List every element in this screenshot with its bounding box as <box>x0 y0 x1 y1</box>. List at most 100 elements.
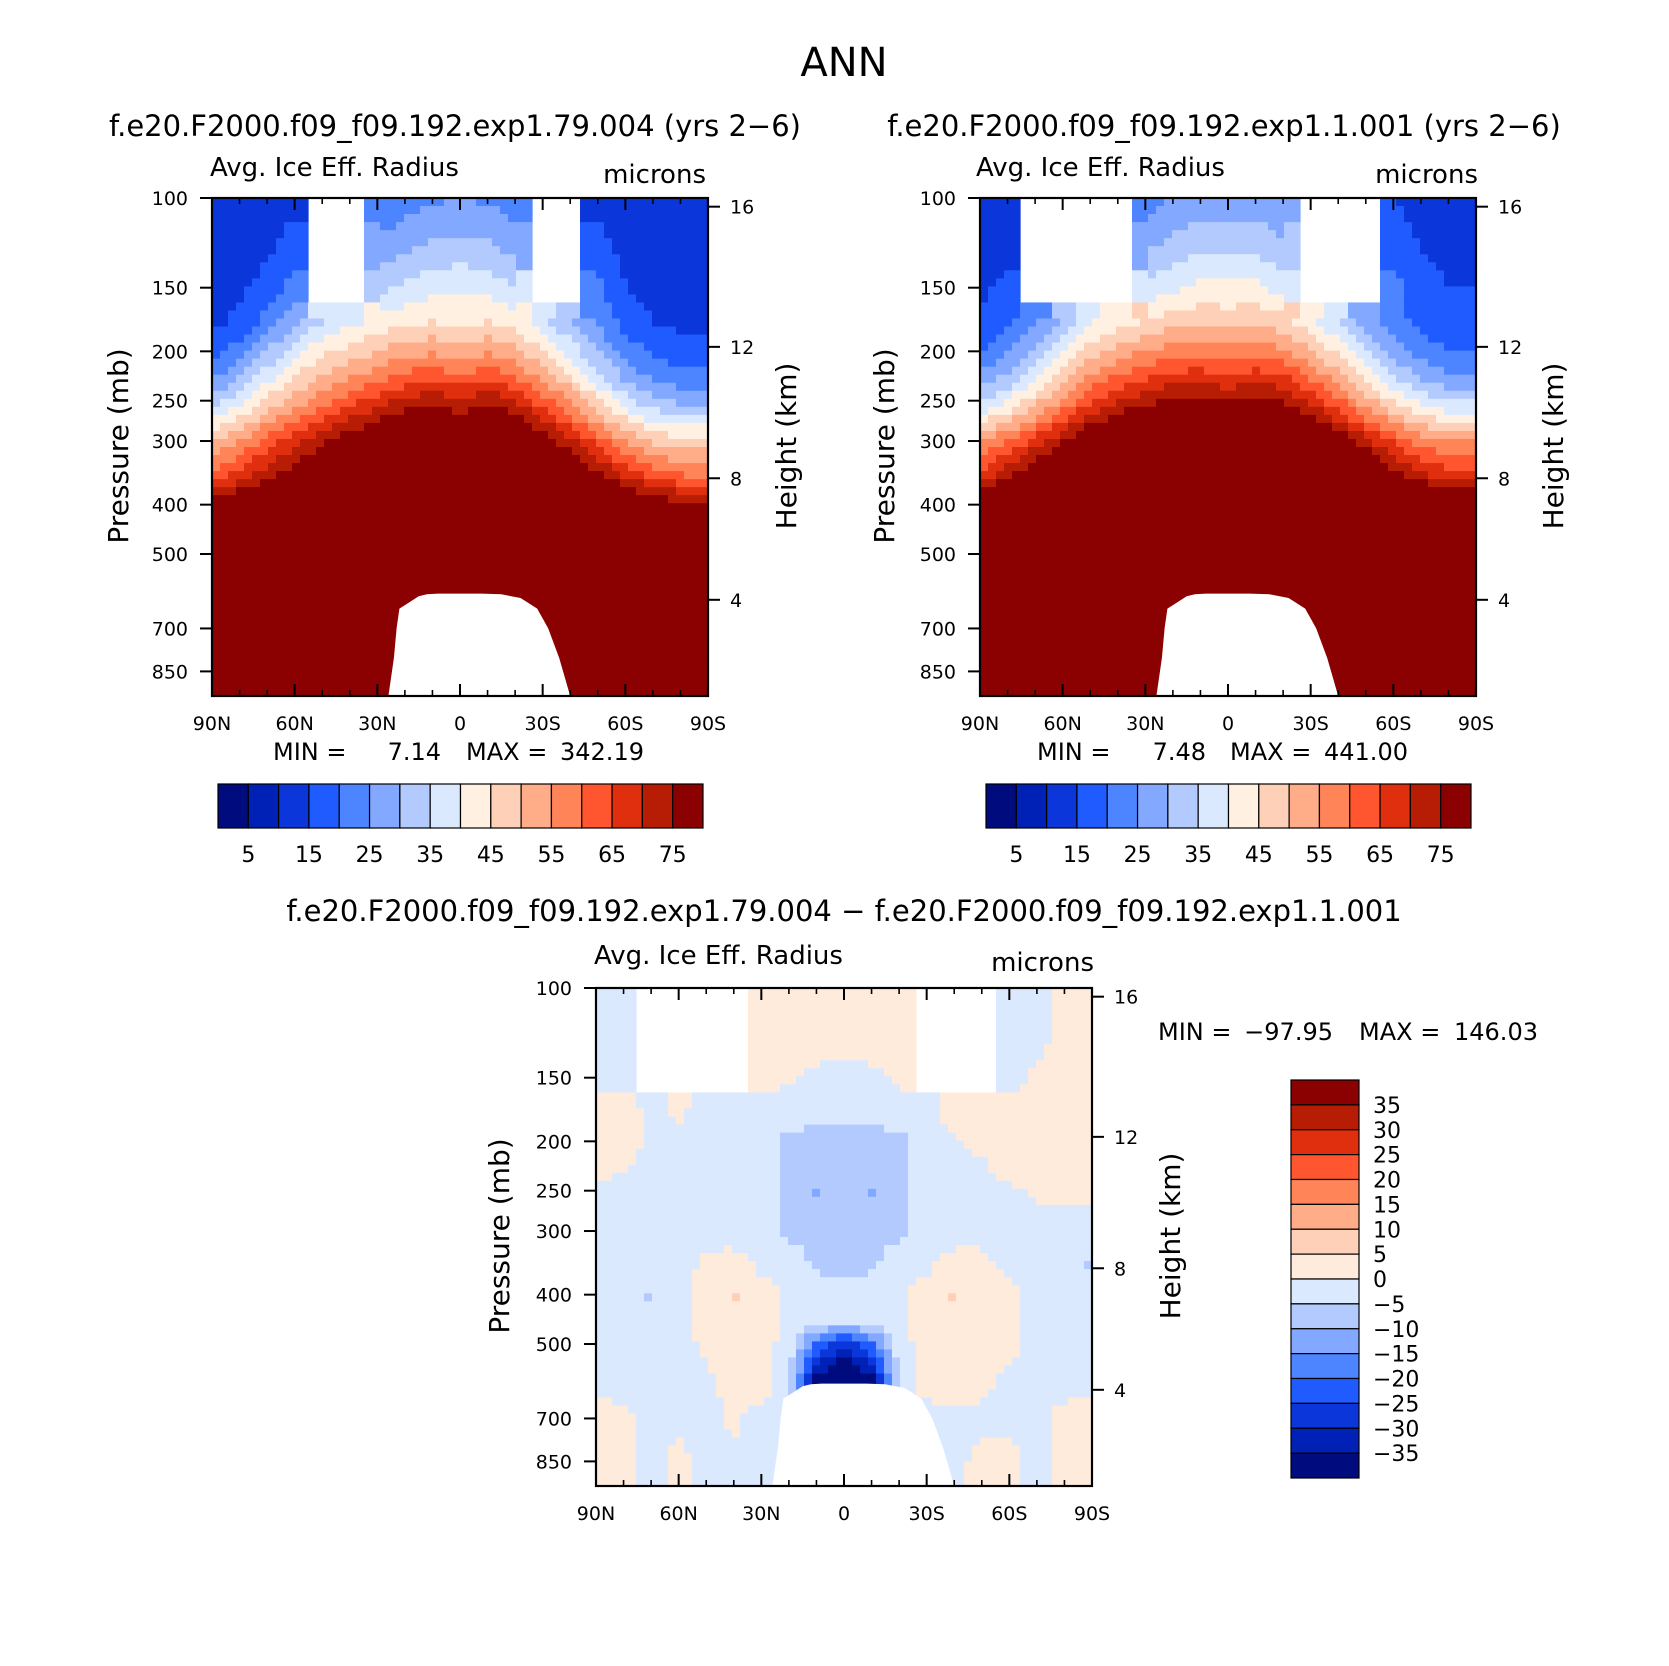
field-cell <box>508 262 517 271</box>
field-cell <box>324 559 333 569</box>
field-cell <box>660 535 669 544</box>
field-cell <box>1460 206 1469 215</box>
panel-case2: f.e20.F2000.f09_f09.192.exp1.1.001 (yrs … <box>868 109 1570 868</box>
field-cell <box>364 342 373 352</box>
field-cell <box>388 575 397 585</box>
field-cell <box>548 471 557 480</box>
field-cell <box>268 655 277 665</box>
field-cell <box>444 430 453 440</box>
field-cell <box>1316 358 1325 368</box>
field-cell <box>284 198 293 207</box>
field-cell <box>660 318 669 328</box>
field-cell <box>252 382 261 392</box>
field-cell <box>396 447 405 456</box>
field-cell <box>332 463 341 472</box>
field-cell <box>1124 366 1133 376</box>
field-cell <box>428 366 437 376</box>
field-cell <box>292 382 301 392</box>
field-cell <box>1284 286 1293 295</box>
field-cell <box>700 278 709 287</box>
field-cell <box>364 270 373 279</box>
field-cell <box>596 519 605 528</box>
field-cell <box>700 567 709 577</box>
field-cell <box>1260 294 1269 304</box>
field-cell <box>1132 214 1141 223</box>
field-cell <box>1236 310 1245 320</box>
field-cell <box>540 487 549 496</box>
field-cell <box>1324 334 1333 344</box>
field-cell <box>236 463 245 472</box>
field-cell <box>1276 238 1285 247</box>
field-cell <box>420 430 429 440</box>
field-cell <box>284 406 293 416</box>
field-cell <box>1388 198 1397 207</box>
field-cell <box>676 647 685 657</box>
field-cell <box>324 366 333 376</box>
field-cell <box>276 511 285 520</box>
field-cell <box>980 318 989 328</box>
field-cell <box>276 398 285 408</box>
field-cell <box>420 455 429 464</box>
field-cell <box>380 495 389 504</box>
field-cell <box>1140 230 1149 239</box>
field-cell <box>252 551 261 561</box>
field-cell <box>1092 342 1101 352</box>
field-cell <box>572 551 581 561</box>
field-cell <box>1428 342 1437 352</box>
field-cell <box>484 567 493 577</box>
field-cell <box>580 302 589 312</box>
field-cell <box>236 214 245 223</box>
field-cell <box>308 599 317 609</box>
field-cell <box>1204 318 1213 328</box>
field-cell <box>244 543 253 553</box>
field-cell <box>1332 342 1341 352</box>
field-cell <box>988 230 997 239</box>
field-cell <box>580 366 589 376</box>
field-cell <box>1212 198 1221 207</box>
field-cell <box>332 326 341 336</box>
field-cell <box>1068 326 1077 336</box>
field-cell <box>1228 302 1237 312</box>
field-cell <box>1276 222 1285 231</box>
field-cell <box>428 318 437 328</box>
field-cell <box>1212 390 1221 400</box>
field-cell <box>452 198 461 207</box>
field-cell <box>420 543 429 553</box>
field-cell <box>316 503 325 512</box>
field-cell <box>436 487 445 496</box>
field-cell <box>1468 198 1477 207</box>
field-cell <box>1108 342 1117 352</box>
field-cell <box>668 615 677 625</box>
field-cell <box>684 246 693 255</box>
field-cell <box>644 567 653 577</box>
field-cell <box>396 406 405 416</box>
field-cell <box>692 342 701 352</box>
field-cell <box>684 567 693 577</box>
field-cell <box>668 270 677 279</box>
field-cell <box>276 214 285 223</box>
field-cell <box>700 519 709 528</box>
field-cell <box>1364 318 1373 328</box>
field-cell <box>268 487 277 496</box>
field-cell <box>1340 358 1349 368</box>
field-cell <box>588 294 597 304</box>
field-cell <box>996 374 1005 384</box>
field-cell <box>1260 270 1269 279</box>
field-cell <box>1252 382 1261 392</box>
field-cell <box>380 206 389 215</box>
field-cell <box>492 422 501 432</box>
field-cell <box>1060 342 1069 352</box>
field-cell <box>692 302 701 312</box>
field-cell <box>348 639 357 649</box>
field-cell <box>428 503 437 512</box>
field-cell <box>1220 246 1229 255</box>
field-cell <box>556 511 565 520</box>
field-cell <box>260 487 269 496</box>
field-cell <box>428 495 437 504</box>
field-cell <box>444 414 453 424</box>
field-cell <box>636 567 645 577</box>
field-cell <box>628 270 637 279</box>
field-cell <box>652 447 661 456</box>
field-cell <box>476 310 485 320</box>
field-cell <box>1148 318 1157 328</box>
